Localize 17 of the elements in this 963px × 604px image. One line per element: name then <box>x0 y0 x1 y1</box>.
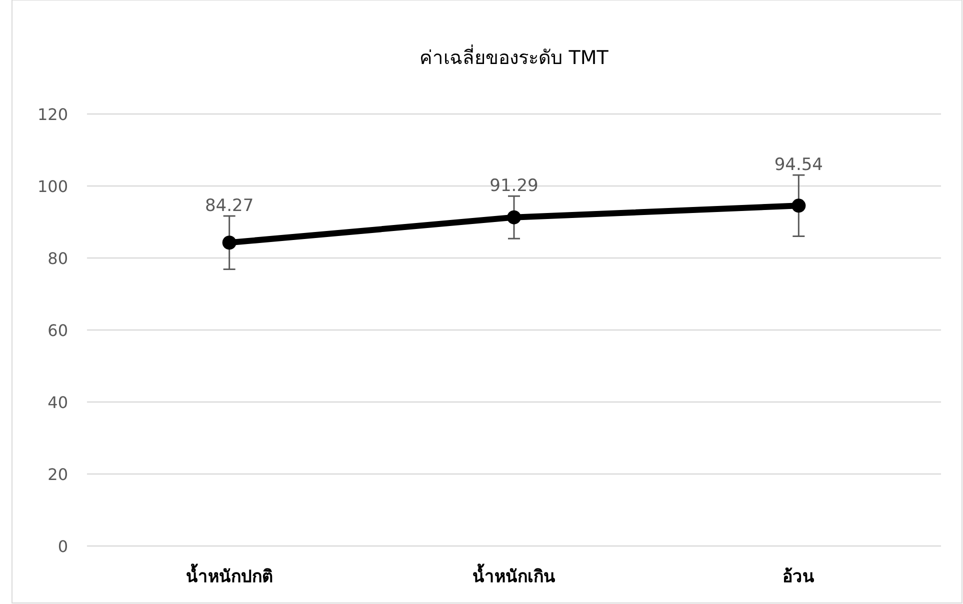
y-tick-label: 80 <box>48 249 68 268</box>
data-label: 94.54 <box>774 155 824 176</box>
point <box>222 236 236 250</box>
y-tick-label: 100 <box>37 177 68 196</box>
y-tick-label: 0 <box>58 537 68 556</box>
point <box>507 210 521 224</box>
y-tick-label: 60 <box>48 321 68 340</box>
y-tick-label: 20 <box>48 465 68 484</box>
y-tick-label: 120 <box>37 105 68 124</box>
x-tick-label: น้ำหนักปกติ <box>186 563 273 587</box>
chart-title: ค่าเฉลี่ยของระดับ TMT <box>420 44 609 69</box>
y-tick-label: 40 <box>48 393 68 412</box>
x-tick-label: น้ำหนักเกิน <box>472 563 556 587</box>
data-label: 91.29 <box>490 176 538 196</box>
x-tick-label: อ้วน <box>782 567 815 587</box>
data-label: 84.27 <box>204 196 254 216</box>
point <box>792 198 806 213</box>
